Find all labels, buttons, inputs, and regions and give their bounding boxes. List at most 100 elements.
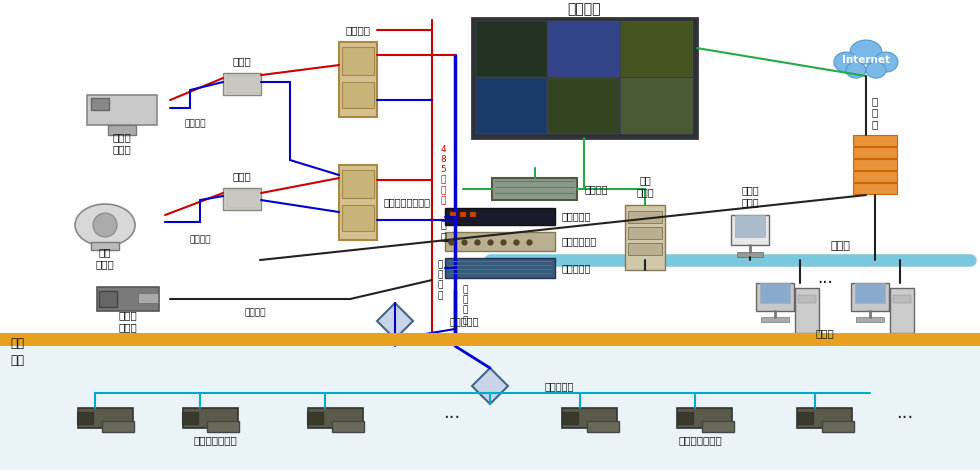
Text: 球型
摄影仪: 球型 摄影仪 xyxy=(96,247,115,269)
Bar xyxy=(760,317,789,322)
Bar xyxy=(493,178,577,200)
Bar xyxy=(77,408,132,428)
Bar xyxy=(853,147,897,157)
Text: 4
8
5
控
制
线: 4 8 5 控 制 线 xyxy=(440,145,446,205)
Bar xyxy=(702,421,734,432)
Bar xyxy=(227,75,261,93)
Text: 光
缆: 光 缆 xyxy=(440,219,446,241)
Polygon shape xyxy=(377,303,413,339)
Bar xyxy=(856,317,884,322)
Bar xyxy=(91,242,119,250)
Text: ···: ··· xyxy=(817,274,833,292)
Text: ···: ··· xyxy=(443,409,461,427)
Text: 视频矩阵: 视频矩阵 xyxy=(585,184,609,194)
Bar xyxy=(890,288,914,333)
Bar xyxy=(138,293,158,303)
Bar xyxy=(731,215,769,245)
Bar xyxy=(587,421,619,432)
Text: 工作站: 工作站 xyxy=(815,328,834,338)
Bar xyxy=(735,215,765,237)
Ellipse shape xyxy=(846,62,866,78)
Text: 视频光接收机: 视频光接收机 xyxy=(562,236,597,247)
Bar xyxy=(853,171,897,181)
Bar xyxy=(563,408,617,428)
Bar xyxy=(855,283,885,303)
Bar xyxy=(625,205,665,270)
Text: 本安光纤摄像仪: 本安光纤摄像仪 xyxy=(193,435,237,445)
Text: 同轴电缆: 同轴电缆 xyxy=(189,235,211,244)
Bar xyxy=(472,18,697,138)
Text: 同轴电缆: 同轴电缆 xyxy=(244,308,266,318)
Text: 解码器: 解码器 xyxy=(232,56,252,66)
Bar xyxy=(0,346,980,470)
Bar xyxy=(621,21,694,77)
Text: 视频
服务器: 视频 服务器 xyxy=(636,175,654,197)
Text: 反向数据光发射机: 反向数据光发射机 xyxy=(383,197,430,207)
Bar xyxy=(853,159,897,170)
Bar xyxy=(445,232,555,251)
Text: 光缆终端盒: 光缆终端盒 xyxy=(562,263,591,273)
Bar xyxy=(798,295,816,303)
Text: 下
井
光
缆: 下 井 光 缆 xyxy=(463,285,467,325)
Bar xyxy=(475,78,548,134)
Bar xyxy=(621,78,694,134)
Bar xyxy=(339,42,377,117)
Text: 视频分配器: 视频分配器 xyxy=(562,212,591,221)
Bar xyxy=(822,421,854,432)
Bar xyxy=(475,21,548,77)
Ellipse shape xyxy=(874,52,898,72)
Bar xyxy=(102,421,134,432)
Ellipse shape xyxy=(866,62,886,78)
Bar xyxy=(108,125,136,135)
Bar xyxy=(677,408,732,428)
Bar xyxy=(342,205,374,231)
Bar xyxy=(851,283,889,311)
Bar xyxy=(628,211,662,223)
Bar xyxy=(853,135,897,146)
Text: 光缆分线盒: 光缆分线盒 xyxy=(450,316,479,326)
Bar xyxy=(77,412,93,424)
Bar xyxy=(87,95,157,125)
Bar xyxy=(756,283,794,311)
Text: 光发射机: 光发射机 xyxy=(346,25,370,35)
Bar xyxy=(307,412,323,424)
Bar xyxy=(99,291,117,307)
Text: Internet: Internet xyxy=(842,55,890,65)
Bar xyxy=(91,98,109,110)
Bar xyxy=(227,190,261,208)
Bar xyxy=(460,212,466,217)
Text: 同轴电缆: 同轴电缆 xyxy=(184,119,206,129)
Bar xyxy=(797,412,813,424)
Bar xyxy=(342,170,374,198)
Text: ···: ··· xyxy=(897,409,913,427)
Bar xyxy=(677,412,693,424)
Text: 光缆分线盒: 光缆分线盒 xyxy=(545,381,574,391)
Bar xyxy=(339,165,377,240)
Bar xyxy=(795,288,819,333)
Text: 井下: 井下 xyxy=(10,354,24,367)
Ellipse shape xyxy=(75,204,135,246)
Bar xyxy=(628,243,662,255)
Polygon shape xyxy=(472,368,508,404)
Bar xyxy=(445,258,555,278)
Bar xyxy=(223,73,261,95)
Ellipse shape xyxy=(834,52,858,72)
Bar xyxy=(549,78,620,134)
Bar xyxy=(182,412,198,424)
Bar xyxy=(853,183,897,194)
Bar xyxy=(893,295,911,303)
Bar xyxy=(342,47,374,75)
Text: 隔爆兼本安电源: 隔爆兼本安电源 xyxy=(678,435,722,445)
Ellipse shape xyxy=(93,213,117,237)
Text: 地面: 地面 xyxy=(10,337,24,350)
Text: 显示系统: 显示系统 xyxy=(567,2,602,16)
Text: 固定位
摄影仪: 固定位 摄影仪 xyxy=(119,310,137,332)
Bar xyxy=(450,212,456,217)
Ellipse shape xyxy=(850,40,882,64)
Bar xyxy=(182,408,237,428)
Bar xyxy=(332,421,364,432)
Text: 全方位
摄影仪: 全方位 摄影仪 xyxy=(113,132,131,154)
Bar xyxy=(798,408,853,428)
Bar xyxy=(207,421,239,432)
Bar xyxy=(308,408,363,428)
